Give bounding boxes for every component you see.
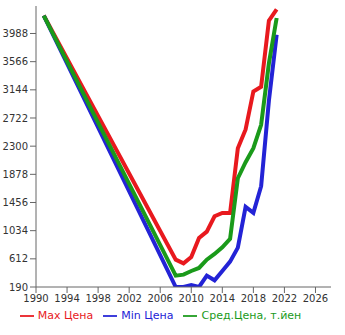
svg-text:1990: 1990 [23,293,48,304]
svg-text:3988: 3988 [8,28,28,39]
svg-text:2026: 2026 [303,293,328,304]
svg-text:1998: 1998 [85,293,110,304]
svg-text:612: 612 [9,253,28,264]
svg-text:190: 190 [9,282,28,293]
svg-text:2010: 2010 [179,293,204,304]
svg-text:2002: 2002 [116,293,141,304]
svg-text:2018: 2018 [241,293,266,304]
svg-text:2006: 2006 [147,293,172,304]
svg-text:2300: 2300 [8,141,28,152]
svg-text:1878: 1878 [8,169,28,180]
svg-text:2022: 2022 [272,293,297,304]
svg-text:3144: 3144 [8,84,28,95]
svg-text:1456: 1456 [8,197,28,208]
svg-text:2014: 2014 [210,293,235,304]
svg-text:2722: 2722 [8,113,28,124]
svg-text:1994: 1994 [54,293,79,304]
html-text:Min Цена: Min Цена [121,309,174,322]
svg-text:3566: 3566 [8,56,28,67]
html-text:Max Цена: Max Цена [37,309,94,322]
html-text:Сред.Цена, т.йен: Сред.Цена, т.йен [201,309,302,322]
svg-text:1034: 1034 [8,225,28,236]
